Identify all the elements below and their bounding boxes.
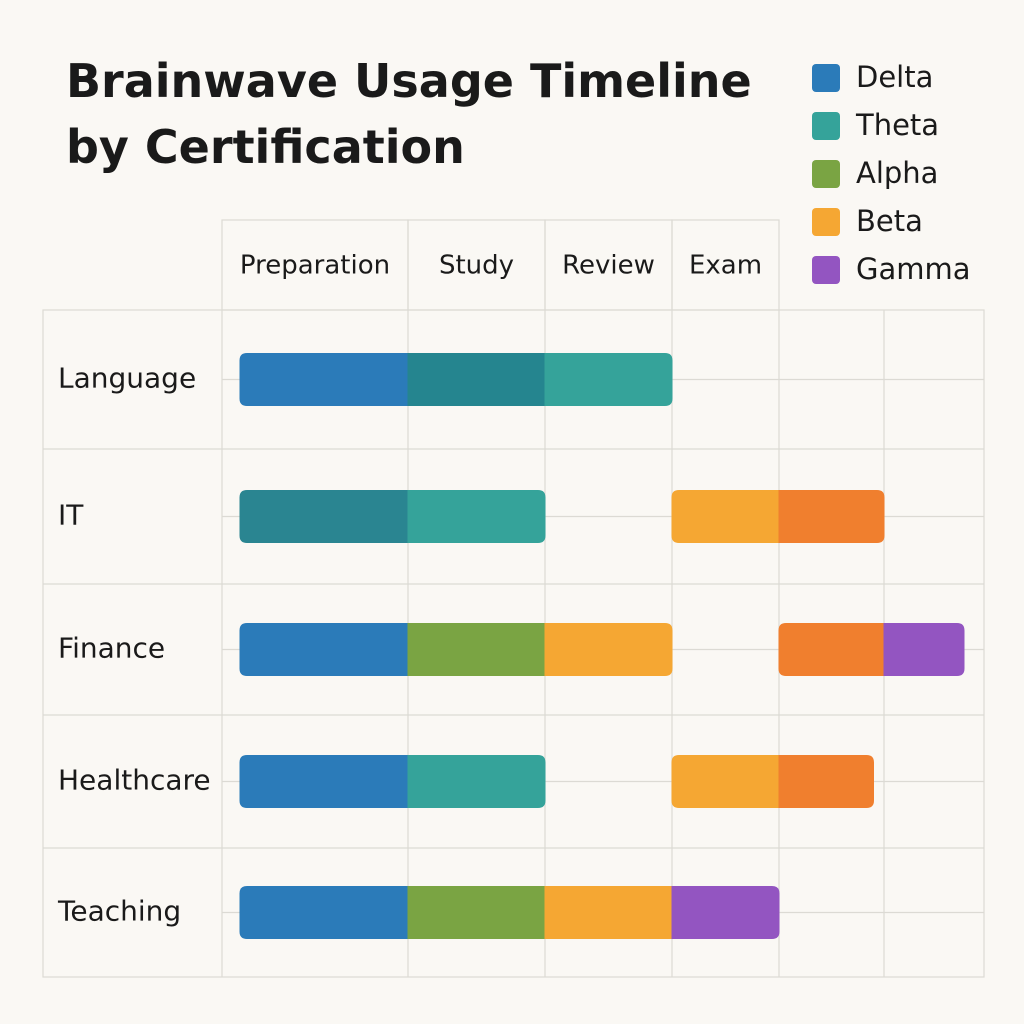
segment (778, 623, 885, 676)
column-label: Study (439, 251, 514, 281)
grid-frame (42, 309, 985, 978)
row-label: Healthcare (58, 764, 211, 797)
column-label: Exam (689, 251, 762, 281)
row-label: Finance (58, 632, 165, 665)
segment (407, 353, 546, 406)
segment (778, 755, 874, 808)
segment (239, 490, 409, 543)
chart-title: Brainwave Usage Timeline by Certificatio… (66, 54, 752, 174)
row-label: Language (58, 362, 196, 395)
segment (544, 623, 673, 676)
legend-swatch (812, 160, 840, 188)
segment (671, 490, 780, 543)
segment (543, 885, 673, 940)
legend-label: Theta (855, 108, 939, 142)
segment (239, 755, 409, 808)
segment (239, 353, 409, 406)
legend-label: Gamma (856, 252, 971, 286)
legend-label: Alpha (856, 156, 938, 190)
column-label: Review (562, 251, 655, 281)
legend-label: Beta (856, 204, 923, 238)
segment (671, 755, 780, 808)
legend-swatch (812, 208, 840, 236)
row-label: Teaching (57, 895, 181, 928)
legend-label: Delta (856, 60, 933, 94)
legend-swatch (812, 256, 840, 284)
segment (407, 885, 546, 940)
segment (239, 885, 409, 939)
segment (883, 623, 965, 676)
segment (407, 490, 546, 543)
legend-swatch (812, 64, 840, 92)
segment (671, 885, 780, 939)
segment (239, 623, 409, 676)
segment (407, 755, 546, 808)
column-label: Preparation (240, 251, 390, 281)
segment (544, 353, 673, 406)
legend-swatch (812, 112, 840, 140)
segment (778, 490, 885, 543)
row-label: IT (58, 499, 84, 532)
segment (407, 623, 546, 676)
